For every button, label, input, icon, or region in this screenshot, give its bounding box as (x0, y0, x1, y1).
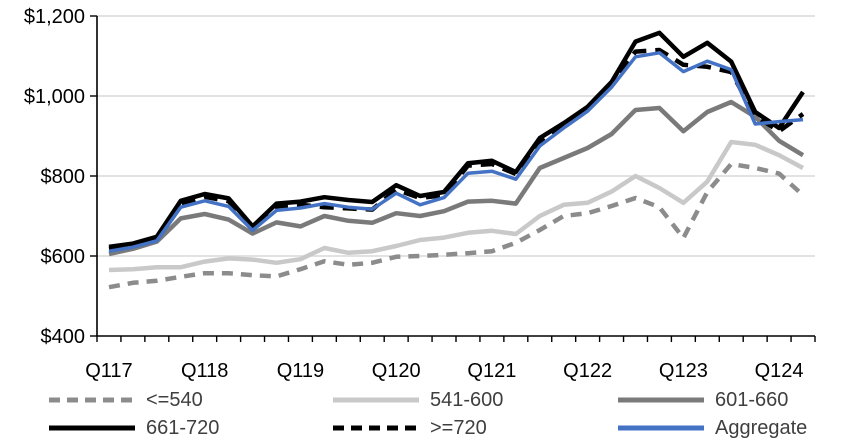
legend-swatch-le540 (49, 397, 135, 403)
x-axis-label: Q119 (277, 360, 324, 382)
legend-label-ge720: >=720 (430, 416, 487, 439)
legend-item-le540: <=540 (48, 388, 203, 412)
series-line-661-720 (108, 30, 805, 250)
legend-swatch-aggregate (618, 425, 704, 431)
legend-label-661-720: 661-720 (146, 416, 220, 439)
y-axis-label: $1,200 (24, 6, 85, 28)
legend-swatch-541-600 (333, 397, 419, 403)
series-line-541-600 (108, 139, 805, 273)
series-line-601-660 (108, 99, 805, 257)
chart-legend: <=540 541-600 601-660 661-720 >=720 Aggr… (0, 384, 852, 441)
x-axis-label: Q120 (372, 360, 421, 382)
x-axis-label: Q117 (85, 360, 132, 382)
legend-label-le540: <=540 (146, 388, 203, 411)
legend-item-aggregate: Aggregate (617, 416, 807, 440)
legend-label-541-600: 541-600 (430, 388, 504, 411)
x-axis-label: Q124 (755, 360, 804, 382)
series-line-aggregate (108, 51, 804, 253)
y-axis-label: $400 (41, 326, 86, 348)
chart-plot-area: $1,200 $1,000 $800 $600 $400 Q117 Q118 Q119 Q120… (24, 6, 816, 382)
legend-swatch-601-660 (618, 397, 704, 403)
legend-item-601-660: 601-660 (617, 388, 788, 412)
series-line--720 (108, 47, 805, 252)
legend-item-661-720: 661-720 (48, 416, 219, 440)
x-axis-label: Q121 (467, 360, 516, 382)
x-axis-label: Q122 (563, 360, 612, 382)
series-line--540 (108, 161, 805, 290)
x-axis-label: Q123 (659, 360, 708, 382)
y-axis-label: $800 (41, 166, 86, 188)
legend-label-601-660: 601-660 (715, 388, 789, 411)
y-axis-label: $1,000 (24, 86, 85, 108)
legend-swatch-661-720 (49, 425, 135, 431)
legend-item-541-600: 541-600 (332, 388, 503, 412)
legend-item-ge720: >=720 (332, 416, 487, 440)
legend-swatch-ge720 (333, 425, 419, 431)
legend-label-aggregate: Aggregate (715, 416, 808, 439)
x-axis-label: Q118 (181, 360, 228, 382)
y-axis-label: $600 (41, 246, 86, 268)
